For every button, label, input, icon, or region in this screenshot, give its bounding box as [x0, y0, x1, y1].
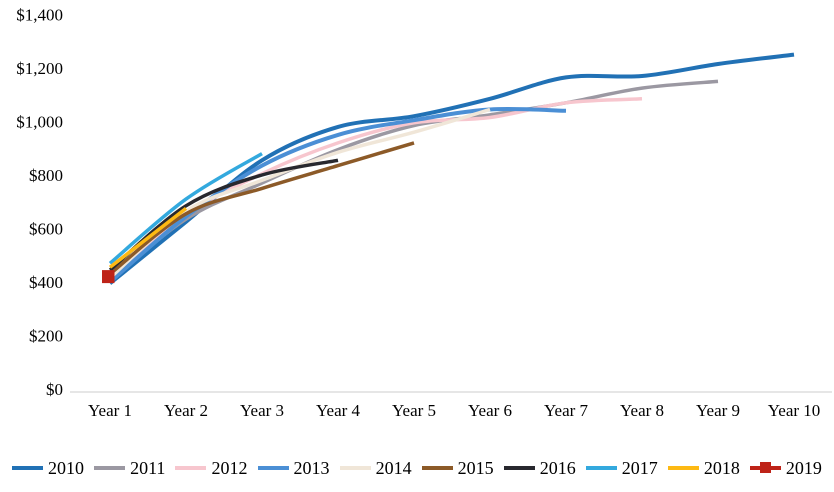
y-axis-tick-label: $400 — [29, 273, 63, 292]
y-axis-tick-label: $600 — [29, 220, 63, 239]
legend-line-swatch — [667, 466, 699, 470]
legend-line-swatch — [585, 466, 617, 470]
legend-label: 2013 — [293, 457, 330, 478]
growth-line-chart: $0 $200 $400 $600 $800 $1,000 $1,200 $1,400 Year… — [16, 6, 832, 420]
square-marker-icon — [759, 462, 771, 473]
legend-line-swatch — [421, 466, 453, 470]
legend-label: 2010 — [48, 457, 84, 478]
legend-label: 2012 — [211, 457, 248, 478]
x-axis-tick-label: Year 8 — [620, 401, 664, 420]
chart-legend: 2010 2011 2012 2013 2014 2015 2016 2017 2018 2019 — [0, 440, 834, 490]
series-line-2014 — [108, 107, 491, 280]
y-axis-tick-label: $1,000 — [16, 113, 63, 132]
legend-item-2015: 2015 — [421, 457, 494, 479]
x-axis-tick-label: Year 9 — [696, 401, 740, 420]
chart-plot-area: $0 $200 $400 $600 $800 $1,000 $1,200 $1,400 Year… — [16, 6, 832, 420]
legend-line-square-swatch — [749, 462, 781, 473]
legend-label: 2014 — [375, 457, 412, 478]
legend-label: 2016 — [539, 457, 576, 478]
legend-label: 2019 — [785, 457, 822, 478]
x-axis-tick-label: Year 3 — [240, 401, 284, 420]
legend-label: 2015 — [457, 457, 494, 478]
legend-line-swatch — [175, 466, 207, 470]
series-line-2010 — [108, 52, 795, 285]
legend-line-swatch — [503, 466, 535, 470]
series-line-2017 — [108, 152, 263, 265]
series-line-2011 — [108, 79, 719, 281]
x-axis-tick-label: Year 7 — [544, 401, 589, 420]
legend-line-swatch — [257, 466, 289, 470]
legend-item-2011: 2011 — [94, 458, 165, 479]
series-square-marker-2019 — [102, 270, 115, 284]
legend-item-2017: 2017 — [585, 457, 658, 479]
legend-line-swatch — [12, 466, 43, 470]
series-line-2018 — [108, 207, 188, 269]
legend-item-2010: 2010 — [12, 458, 84, 479]
y-axis-tick-label: $1,400 — [16, 6, 63, 25]
legend-item-2013: 2013 — [257, 457, 330, 479]
legend-line-swatch — [339, 466, 371, 470]
legend-label: 2011 — [130, 457, 166, 478]
y-axis-tick-label: $0 — [46, 380, 63, 399]
y-axis-tick-label: $1,200 — [16, 59, 63, 78]
x-axis-tick-label: Year 5 — [392, 401, 436, 420]
x-axis-tick-label: Year 1 — [88, 401, 132, 420]
x-axis-tick-label: Year 10 — [768, 401, 821, 420]
legend-item-2019: 2019 — [749, 457, 822, 479]
legend-line-swatch — [94, 466, 126, 470]
x-axis-tick-label: Year 6 — [468, 401, 512, 420]
x-axis-tick-label: Year 2 — [164, 401, 208, 420]
x-axis-tick-label: Year 4 — [316, 401, 361, 420]
y-axis-tick-label: $200 — [29, 327, 63, 346]
legend-label: 2017 — [621, 457, 658, 478]
series-line-2015 — [108, 141, 415, 276]
legend-label: 2018 — [703, 457, 740, 478]
legend-item-2012: 2012 — [175, 458, 247, 479]
y-axis-tick-label: $800 — [29, 166, 63, 185]
series-line-2013 — [108, 106, 567, 284]
legend-item-2014: 2014 — [339, 457, 412, 479]
legend-item-2018: 2018 — [667, 457, 740, 479]
legend-item-2016: 2016 — [503, 457, 576, 479]
